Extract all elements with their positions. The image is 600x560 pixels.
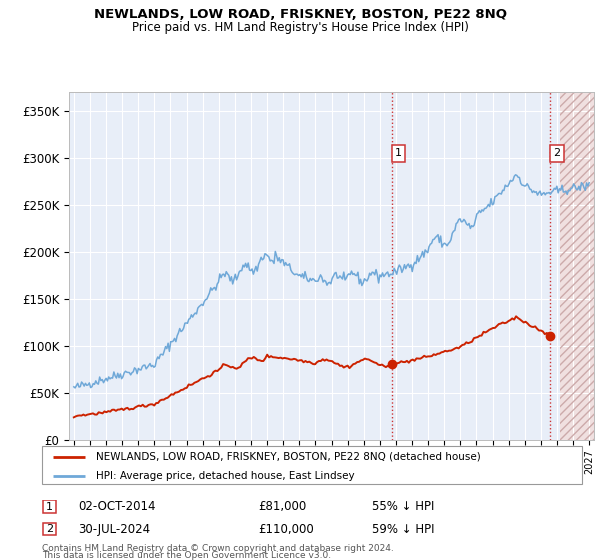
Text: Price paid vs. HM Land Registry's House Price Index (HPI): Price paid vs. HM Land Registry's House … xyxy=(131,21,469,34)
Text: HPI: Average price, detached house, East Lindsey: HPI: Average price, detached house, East… xyxy=(96,471,355,481)
Text: 2: 2 xyxy=(553,148,560,158)
Text: 1: 1 xyxy=(395,148,402,158)
Text: NEWLANDS, LOW ROAD, FRISKNEY, BOSTON, PE22 8NQ (detached house): NEWLANDS, LOW ROAD, FRISKNEY, BOSTON, PE… xyxy=(96,452,481,462)
FancyBboxPatch shape xyxy=(43,522,56,535)
Text: £81,000: £81,000 xyxy=(258,500,306,514)
Text: 02-OCT-2014: 02-OCT-2014 xyxy=(78,500,155,514)
Bar xyxy=(560,92,597,440)
Text: £110,000: £110,000 xyxy=(258,522,314,536)
Text: This data is licensed under the Open Government Licence v3.0.: This data is licensed under the Open Gov… xyxy=(42,551,331,560)
Text: 30-JUL-2024: 30-JUL-2024 xyxy=(78,522,150,536)
FancyBboxPatch shape xyxy=(42,446,582,484)
FancyBboxPatch shape xyxy=(43,500,56,513)
Text: 2: 2 xyxy=(46,524,53,534)
Text: 59% ↓ HPI: 59% ↓ HPI xyxy=(372,522,434,536)
Text: 55% ↓ HPI: 55% ↓ HPI xyxy=(372,500,434,514)
Bar xyxy=(560,92,597,440)
Text: Contains HM Land Registry data © Crown copyright and database right 2024.: Contains HM Land Registry data © Crown c… xyxy=(42,544,394,553)
Text: 1: 1 xyxy=(46,502,53,511)
Text: NEWLANDS, LOW ROAD, FRISKNEY, BOSTON, PE22 8NQ: NEWLANDS, LOW ROAD, FRISKNEY, BOSTON, PE… xyxy=(94,8,506,21)
